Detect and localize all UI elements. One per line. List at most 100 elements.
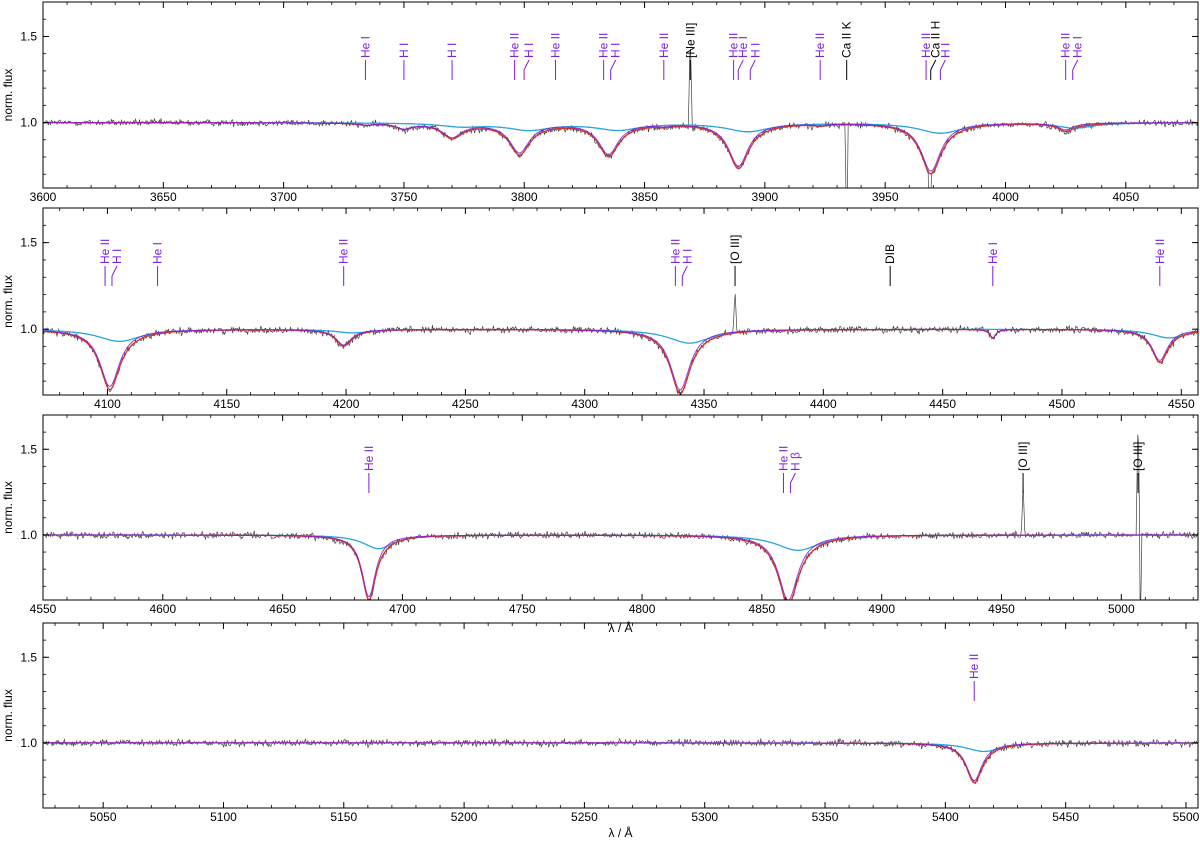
svg-text:H I: H I <box>748 43 762 58</box>
x-tick-label: 5150 <box>330 810 357 824</box>
svg-text:He II: He II <box>508 33 522 58</box>
svg-text:H I: H I <box>609 43 623 58</box>
line-id-label: He II <box>967 654 981 701</box>
svg-text:Ca II K: Ca II K <box>840 21 854 58</box>
svg-text:He I: He I <box>1071 36 1085 58</box>
line-id-label: Ca II H <box>929 21 943 80</box>
line-id-label: He II <box>657 33 671 80</box>
svg-text:H I: H I <box>445 43 459 58</box>
y-axis-label: norm. flux <box>1 275 15 328</box>
svg-text:He II: He II <box>1059 33 1073 58</box>
line-id-label: He II <box>98 239 112 286</box>
x-tick-label: 4500 <box>1049 397 1076 411</box>
x-tick-label: 4200 <box>333 397 360 411</box>
line-id-label: He II <box>919 33 933 80</box>
plot-frame <box>42 207 1199 396</box>
svg-text:[O III]: [O III] <box>728 235 742 264</box>
x-tick-label: 4600 <box>149 602 176 616</box>
x-axis-label: λ / Å <box>608 620 632 635</box>
x-tick-label: 5200 <box>451 810 478 824</box>
x-tick-label: 4400 <box>810 397 837 411</box>
svg-text:He I: He I <box>736 36 750 58</box>
svg-text:DIB: DIB <box>883 244 897 264</box>
x-tick-label: 4650 <box>269 602 296 616</box>
line-id-label: He I <box>151 242 165 286</box>
spectrum-panel-1: 3600 3650 3700 3750 3800 3850 3900 3950 4000 4050… <box>1 1 1199 204</box>
x-tick-label: 4100 <box>94 397 121 411</box>
y-axis-label: norm. flux <box>1 69 15 122</box>
x-tick-label: 4950 <box>988 602 1015 616</box>
line-id-label: He I <box>986 242 1000 286</box>
x-tick-label: 4800 <box>629 602 656 616</box>
y-tick-label: 1.5 <box>20 442 37 456</box>
svg-text:Ca II H: Ca II H <box>929 21 943 58</box>
svg-text:He II: He II <box>337 239 351 264</box>
line-id-label: H I <box>110 249 124 286</box>
line-id-label: H I <box>445 43 459 80</box>
x-tick-label: 4350 <box>691 397 718 411</box>
model-primary-line <box>43 122 1198 172</box>
x-tick-label: 3800 <box>511 190 538 204</box>
line-id-label: Ca II K <box>840 21 854 80</box>
line-id-label: He I <box>358 36 372 80</box>
svg-text:He II: He II <box>776 446 790 471</box>
y-tick-label: 1.0 <box>20 528 37 542</box>
line-id-label: H I <box>680 249 694 286</box>
line-id-label: H I <box>748 43 762 80</box>
svg-text:[Ne III]: [Ne III] <box>683 23 697 58</box>
plot-frame <box>42 1 1199 189</box>
line-id-label: [O III] <box>728 235 742 286</box>
x-tick-label: 5250 <box>571 810 598 824</box>
observed-spectrum-line <box>43 49 1198 188</box>
svg-text:He II: He II <box>597 33 611 58</box>
plot-frame <box>42 622 1199 809</box>
x-tick-label: 4250 <box>452 397 479 411</box>
line-id-label: He II <box>337 239 351 286</box>
x-tick-label: 3900 <box>752 190 779 204</box>
y-tick-label: 1.5 <box>20 236 37 250</box>
x-tick-label: 4900 <box>868 602 895 616</box>
x-tick-label: 4450 <box>929 397 956 411</box>
svg-text:[O III]: [O III] <box>1131 442 1145 471</box>
svg-text:He II: He II <box>813 33 827 58</box>
y-tick-label: 1.5 <box>20 650 37 664</box>
line-id-label: He II <box>1059 33 1073 80</box>
line-id-label: He II <box>1153 239 1167 286</box>
y-tick-label: 1.0 <box>20 116 37 130</box>
x-tick-label: 4050 <box>1112 190 1139 204</box>
svg-text:H I: H I <box>397 43 411 58</box>
spectrum-panel-4: 5050 5100 5150 5200 5250 5300 5350 5400 5450 5500… <box>1 622 1200 840</box>
line-id-label: [O III] <box>1016 442 1030 493</box>
line-id-label: H β <box>788 452 802 493</box>
svg-text:He II: He II <box>919 33 933 58</box>
svg-text:H I: H I <box>110 249 124 264</box>
x-tick-label: 4550 <box>1168 397 1195 411</box>
svg-text:H β: H β <box>788 452 802 471</box>
x-tick-label: 5050 <box>90 810 117 824</box>
x-tick-label: 4000 <box>992 190 1019 204</box>
x-tick-label: 4750 <box>509 602 536 616</box>
x-tick-label: 3750 <box>391 190 418 204</box>
observed-spectrum-line <box>43 294 1198 395</box>
x-tick-label: 5500 <box>1173 810 1200 824</box>
x-tick-label: 3850 <box>631 190 658 204</box>
line-id-label: He I <box>736 36 750 80</box>
line-id-label: H I <box>397 43 411 80</box>
x-tick-label: 3700 <box>270 190 297 204</box>
line-id-label: He I <box>1071 36 1085 80</box>
x-tick-label: 3650 <box>150 190 177 204</box>
line-id-label: He II <box>727 33 741 80</box>
svg-text:He II: He II <box>549 33 563 58</box>
line-id-label: H I <box>522 43 536 80</box>
svg-text:H I: H I <box>522 43 536 58</box>
plot-frame <box>42 414 1199 601</box>
line-id-label: [O III] <box>1131 442 1145 493</box>
svg-text:He II: He II <box>967 654 981 679</box>
line-id-label: He II <box>813 33 827 80</box>
svg-text:He I: He I <box>151 242 165 264</box>
x-axis-label: λ / Å <box>608 825 632 840</box>
svg-text:H I: H I <box>938 43 952 58</box>
svg-text:He II: He II <box>98 239 112 264</box>
line-id-label: DIB <box>883 244 897 286</box>
line-id-label: H I <box>609 43 623 80</box>
